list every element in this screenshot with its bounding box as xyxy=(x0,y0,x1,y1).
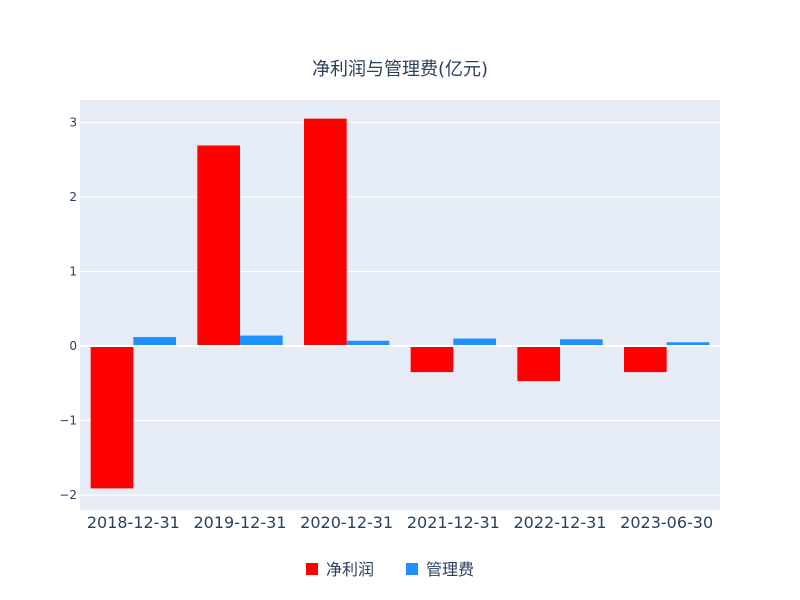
bar-admin-fee-4[interactable] xyxy=(560,339,603,346)
y-tick-label: 1 xyxy=(69,264,77,278)
y-tick-label: 0 xyxy=(69,339,77,353)
y-tick-label: 3 xyxy=(69,115,77,129)
bar-admin-fee-2[interactable] xyxy=(346,340,390,346)
bar-net-profit-1[interactable] xyxy=(197,145,240,346)
x-tick-label: 2019-12-31 xyxy=(194,513,287,532)
legend-label: 净利润 xyxy=(326,560,374,579)
legend-swatch xyxy=(406,563,418,575)
y-axis-ticks: −2 −1 0 1 2 3 xyxy=(59,115,77,502)
legend-item[interactable]: 净利润 xyxy=(306,560,374,579)
y-tick-label: −2 xyxy=(59,488,77,502)
legend-label: 管理费 xyxy=(426,560,474,579)
bar-admin-fee-1[interactable] xyxy=(240,335,283,346)
x-tick-label: 2020-12-31 xyxy=(300,513,393,532)
bar-admin-fee-3[interactable] xyxy=(453,338,496,346)
bar-net-profit-3[interactable] xyxy=(410,346,454,373)
gridlines xyxy=(80,121,720,496)
plot-background xyxy=(80,100,720,510)
y-tick-label: 2 xyxy=(69,190,77,204)
x-tick-label: 2021-12-31 xyxy=(407,513,500,532)
x-tick-label: 2023-06-30 xyxy=(620,513,713,532)
legend-swatch xyxy=(306,563,318,575)
bar-net-profit-4[interactable] xyxy=(517,346,560,382)
bar-net-profit-2[interactable] xyxy=(304,118,347,347)
chart-title: 净利润与管理费(亿元) xyxy=(312,59,488,80)
legend-item[interactable]: 管理费 xyxy=(406,560,474,579)
bar-net-profit-5[interactable] xyxy=(624,346,667,373)
bars xyxy=(90,118,710,489)
x-tick-label: 2022-12-31 xyxy=(514,513,607,532)
x-tick-label: 2018-12-31 xyxy=(87,513,180,532)
bar-admin-fee-5[interactable] xyxy=(666,342,710,346)
bar-net-profit-0[interactable] xyxy=(90,346,134,489)
y-tick-label: −1 xyxy=(59,414,77,428)
legend[interactable]: 净利润 管理费 xyxy=(306,560,474,579)
bar-admin-fee-0[interactable] xyxy=(133,337,176,346)
x-axis-ticks: 2018-12-31 2019-12-31 2020-12-31 2021-12-31… xyxy=(87,513,713,532)
